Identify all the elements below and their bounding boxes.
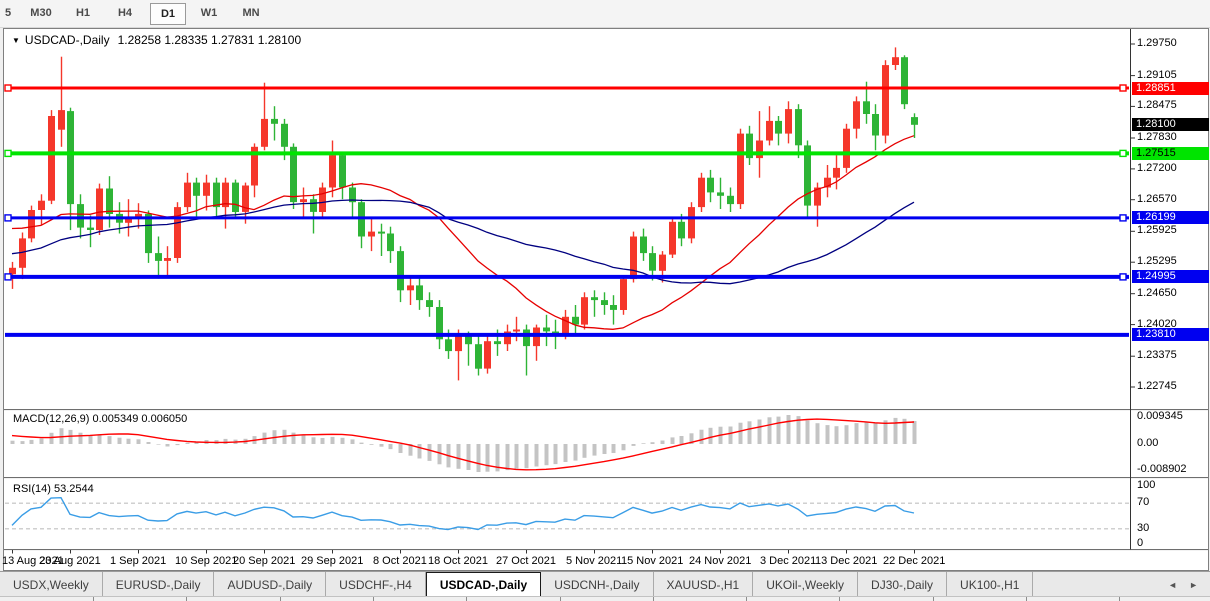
frame-notch xyxy=(186,597,187,601)
current-price-badge: 1.28100 xyxy=(1132,118,1209,132)
chart-symbol-title: USDCAD-,Daily xyxy=(24,33,110,47)
chart-tab-usdcad-daily[interactable]: USDCAD-,Daily xyxy=(425,572,542,597)
date-axis-label: 22 Dec 2021 xyxy=(883,555,946,567)
scroll-left-icon[interactable]: ◄ xyxy=(1168,579,1178,590)
date-axis-label: 3 Dec 2021 xyxy=(760,555,817,567)
chart-tab-usdchf-h4[interactable]: USDCHF-,H4 xyxy=(326,572,426,597)
date-axis-label: 10 Sep 2021 xyxy=(175,555,238,567)
frame-notch xyxy=(839,597,840,601)
frame-notch xyxy=(93,597,94,601)
price-line-badge: 1.24995 xyxy=(1132,270,1209,284)
date-axis-label: 24 Nov 2021 xyxy=(689,555,752,567)
price-axis-tick-label: 1.26570 xyxy=(1137,192,1177,205)
date-axis-label: 5 Nov 2021 xyxy=(566,555,623,567)
price-line-badge: 1.28851 xyxy=(1132,81,1209,95)
rsi-axis-label: 0 xyxy=(1137,537,1144,549)
timeframe-button-m30[interactable]: M30 xyxy=(30,7,52,19)
frame-notch xyxy=(653,597,654,601)
timeframe-toolbar: 5 M30 H1 H4 D1 W1 MN xyxy=(0,0,1210,28)
price-axis-tick-label: 1.29750 xyxy=(1137,37,1177,49)
frame-notch xyxy=(746,597,747,601)
price-axis-tick-label: 1.25925 xyxy=(1137,224,1177,237)
price-line-badge: 1.27515 xyxy=(1132,146,1209,160)
price-axis-tick-label: 1.29105 xyxy=(1137,68,1177,81)
timeframe-button-w1[interactable]: W1 xyxy=(200,7,218,19)
chart-ohlc-values: 1.28258 1.28335 1.27831 1.28100 xyxy=(117,33,302,47)
price-axis-tick-label: 1.28475 xyxy=(1137,99,1177,112)
rsi-axis-label: 100 xyxy=(1137,479,1156,491)
macd-axis-max-label: 0.009345 xyxy=(1137,410,1183,422)
timeframe-button-h4[interactable]: H4 xyxy=(117,7,133,19)
macd-axis-min-label: -0.008902 xyxy=(1137,463,1187,475)
chart-tab-audusd-daily[interactable]: AUDUSD-,Daily xyxy=(214,572,327,597)
date-axis-label: 13 Aug 2021 xyxy=(2,555,64,567)
frame-notch xyxy=(933,597,934,601)
window-bottom-frame xyxy=(0,596,1210,601)
rsi-indicator-label: RSI(14) 53.2544 xyxy=(13,483,94,495)
frame-notch xyxy=(1119,597,1120,601)
price-axis-tick-label: 1.23375 xyxy=(1137,349,1177,362)
tab-scroll-controls: ◄ ► xyxy=(1156,572,1210,597)
scroll-right-icon[interactable]: ► xyxy=(1189,579,1198,590)
frame-notch xyxy=(280,597,281,601)
date-axis-label: 27 Oct 2021 xyxy=(496,555,556,567)
date-axis-label: 15 Nov 2021 xyxy=(621,555,684,567)
date-axis-label: 23 Aug 2021 xyxy=(39,555,101,567)
frame-notch xyxy=(373,597,374,601)
date-axis-label: 1 Sep 2021 xyxy=(110,555,167,567)
chart-tab-dj30-daily[interactable]: DJ30-,Daily xyxy=(858,572,948,597)
price-axis-tick-label: 1.22745 xyxy=(1137,380,1177,393)
macd-axis-zero-label: 0.00 xyxy=(1137,436,1159,449)
chart-menu-dropdown-icon[interactable]: ▼ xyxy=(12,36,20,45)
chart-tab-ukoil-weekly[interactable]: UKOil-,Weekly xyxy=(753,572,859,597)
rsi-axis-label: 70 xyxy=(1137,496,1150,508)
chart-tab-xauusd-h1[interactable]: XAUUSD-,H1 xyxy=(654,572,754,597)
timeframe-button-d1[interactable]: D1 xyxy=(150,3,186,25)
price-line-badge: 1.23810 xyxy=(1132,328,1209,342)
date-axis-label: 18 Oct 2021 xyxy=(428,555,488,567)
frame-notch xyxy=(466,597,467,601)
frame-notch xyxy=(560,597,561,601)
date-axis-label: 29 Sep 2021 xyxy=(301,555,364,567)
price-axis-tick-label: 1.24650 xyxy=(1137,286,1177,299)
chart-tab-usdcnh-daily[interactable]: USDCNH-,Daily xyxy=(541,572,654,597)
frame-notch xyxy=(1026,597,1027,601)
timeframe-button-5[interactable]: 5 xyxy=(4,7,12,19)
chart-tab-uk100-h1[interactable]: UK100-,H1 xyxy=(947,572,1034,597)
chart-tab-usdx-weekly[interactable]: USDX,Weekly xyxy=(0,572,103,597)
chart-tab-bar: USDX,Weekly EURUSD-,Daily AUDUSD-,Daily USD… xyxy=(0,571,1210,597)
price-line-badge: 1.26199 xyxy=(1132,211,1209,225)
chart-title-bar: ▼ USDCAD-,Daily 1.28258 1.28335 1.27831 1.… xyxy=(12,33,301,47)
price-axis-tick-label: 1.27830 xyxy=(1137,131,1177,144)
macd-indicator-label: MACD(12,26,9) 0.005349 0.006050 xyxy=(13,413,188,425)
price-axis-tick-label: 1.27200 xyxy=(1137,161,1177,174)
timeframe-button-mn[interactable]: MN xyxy=(242,7,260,19)
price-axis-tick-label: 1.24020 xyxy=(1137,317,1177,330)
date-axis-label: 13 Dec 2021 xyxy=(815,555,878,567)
chart-tab-eurusd-daily[interactable]: EURUSD-,Daily xyxy=(103,572,215,597)
rsi-axis-label: 30 xyxy=(1137,522,1150,534)
timeframe-button-h1[interactable]: H1 xyxy=(75,7,91,19)
price-axis-tick-label: 1.25295 xyxy=(1137,255,1177,268)
date-axis-label: 20 Sep 2021 xyxy=(233,555,296,567)
date-axis-label: 8 Oct 2021 xyxy=(373,555,427,567)
